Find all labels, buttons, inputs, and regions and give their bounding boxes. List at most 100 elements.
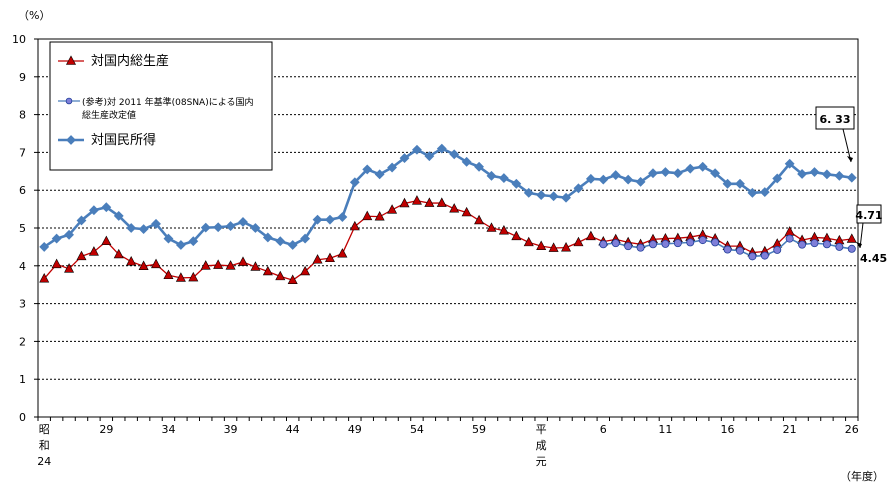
- series-0-point-9: [151, 218, 161, 229]
- x-tick-label-13: 26: [845, 423, 859, 436]
- series-2-point-13: [760, 251, 769, 260]
- series-0-point-17: [250, 223, 261, 233]
- y-tick-label-7: 7: [19, 146, 26, 159]
- y-tick-label-3: 3: [19, 298, 26, 311]
- series-0-point-13: [200, 222, 211, 233]
- series-1-point-36: [486, 222, 497, 232]
- series-0-point-28: [387, 162, 398, 173]
- series-0-point-48: [635, 176, 646, 187]
- series-2-point-15: [785, 234, 794, 243]
- legend-label-2: 対国民所得: [91, 132, 156, 148]
- series-1-point-4: [88, 246, 99, 256]
- series-0-point-30: [412, 144, 422, 155]
- series-1-point-9: [151, 258, 162, 269]
- x-tick-label-0: 昭和 24: [37, 423, 51, 468]
- y-tick-label-4: 4: [19, 260, 26, 273]
- series-1-point-42: [561, 242, 572, 252]
- legend-swatch-marker-1: [65, 97, 73, 105]
- series-0-point-16: [238, 217, 248, 227]
- series-0-point-47: [623, 174, 634, 185]
- series-1-point-17: [250, 261, 261, 271]
- series-0-point-0: [39, 241, 50, 252]
- series-0-point-8: [138, 224, 149, 235]
- series-2-point-1: [611, 239, 620, 248]
- series-0-point-43: [573, 183, 584, 194]
- series-0-point-22: [312, 214, 323, 225]
- series-0-point-14: [213, 222, 224, 233]
- series-0-point-59: [772, 173, 783, 184]
- x-unit-label: （年度）: [840, 469, 884, 483]
- series-1-point-14: [213, 259, 224, 269]
- series-0: [39, 143, 857, 252]
- series-0-point-37: [498, 173, 509, 184]
- series-0-point-10: [163, 233, 174, 244]
- x-tick-label-1: 29: [99, 423, 113, 436]
- series-0-point-63: [822, 169, 832, 180]
- x-tick-label-8: 平成元: [536, 423, 547, 468]
- y-tick-label-5: 5: [19, 222, 26, 235]
- annotation-box-0: [815, 106, 855, 130]
- annotation-box-1: [856, 204, 882, 224]
- series-1: [39, 195, 857, 284]
- series-1-point-40: [536, 240, 547, 250]
- series-0-point-46: [610, 170, 621, 181]
- series-1-point-19: [275, 270, 286, 281]
- series-1-point-43: [573, 236, 584, 247]
- annotation-leader-0: [842, 128, 852, 163]
- series-0-point-26: [362, 164, 373, 175]
- series-1-point-22: [312, 254, 323, 264]
- series-1-point-39: [523, 236, 534, 247]
- series-1-point-29: [399, 197, 410, 208]
- y-tick-label-2: 2: [19, 335, 26, 348]
- series-1-line: [43, 200, 852, 281]
- series-0-point-55: [722, 178, 733, 189]
- series-1-point-13: [200, 260, 211, 270]
- y-unit-label: （%）: [18, 9, 50, 22]
- series-1-point-28: [387, 204, 398, 214]
- x-tick-label-12: 21: [783, 423, 797, 436]
- series-1-point-33: [449, 203, 460, 213]
- series-1-point-26: [362, 210, 373, 221]
- series-2-point-16: [798, 240, 807, 249]
- series-0-point-44: [585, 173, 596, 184]
- series-1-point-21: [300, 265, 311, 276]
- annotation-arrowhead-0: [847, 156, 853, 162]
- series-0-point-20: [287, 240, 298, 250]
- series-1-point-0: [39, 273, 50, 283]
- series-1-point-8: [138, 260, 149, 270]
- series-0-point-57: [747, 187, 758, 198]
- legend-swatch-marker-0: [66, 55, 76, 65]
- series-2-point-4: [649, 240, 658, 249]
- series-0-point-50: [660, 167, 671, 177]
- series-0-point-29: [399, 153, 410, 163]
- series-0-point-62: [809, 167, 820, 177]
- series-0-point-19: [275, 236, 286, 247]
- series-0-point-39: [523, 187, 534, 198]
- series-0-point-1: [51, 233, 62, 244]
- series-2-point-17: [810, 239, 819, 248]
- x-tick-label-5: 49: [348, 423, 362, 436]
- series-0-point-2: [64, 229, 74, 240]
- legend-label-1: (参考)対 2011 年基準(08SNA)による国内総生産改定値: [82, 96, 253, 121]
- series-2: [599, 234, 856, 261]
- series-1-point-6: [113, 248, 124, 259]
- x-tick-label-6: 54: [410, 423, 424, 436]
- series-0-point-6: [113, 210, 124, 221]
- y-tick-label-1: 1: [19, 373, 26, 386]
- series-0-point-11: [175, 240, 186, 250]
- series-0-point-23: [325, 214, 335, 225]
- series-0-point-27: [374, 169, 385, 180]
- x-tick-label-11: 16: [721, 423, 735, 436]
- series-1-point-12: [188, 271, 199, 282]
- series-0-point-61: [797, 169, 808, 179]
- series-0-point-18: [262, 232, 273, 243]
- series-1-point-2: [64, 263, 75, 273]
- series-0-point-5: [101, 202, 112, 213]
- series-1-point-31: [424, 197, 435, 207]
- series-0-point-53: [697, 161, 708, 172]
- annotation-label-1: 4.71: [855, 209, 882, 222]
- series-0-point-60: [784, 158, 795, 169]
- series-1-point-30: [411, 195, 422, 205]
- series-0-point-54: [710, 168, 721, 179]
- series-1-point-23: [324, 252, 335, 263]
